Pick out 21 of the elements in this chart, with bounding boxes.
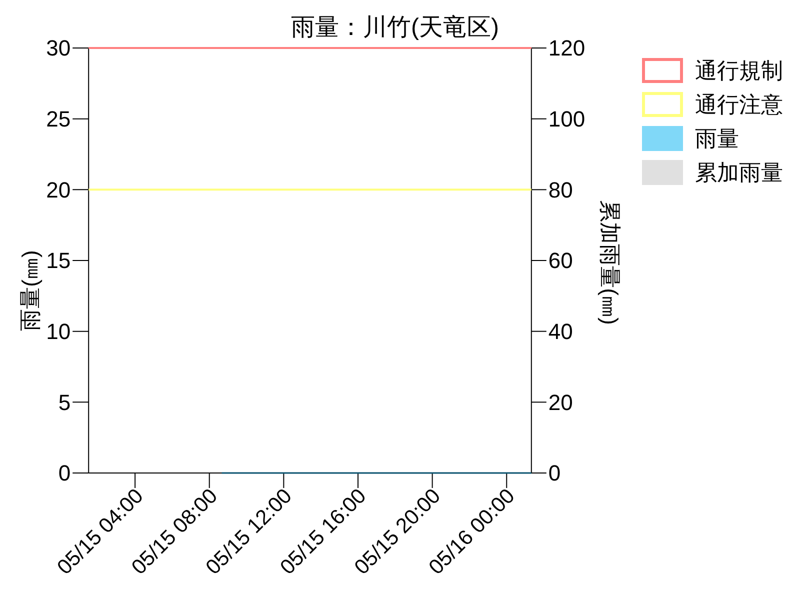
- y-tick-label: 15: [46, 248, 71, 274]
- y2-tick-label: 20: [548, 390, 573, 415]
- y2-tick-label: 0: [548, 460, 561, 486]
- legend-label: 雨量: [695, 126, 739, 152]
- y-tick-label: 0: [58, 460, 71, 486]
- legend-label: 通行注意: [695, 92, 783, 118]
- y2-tick-label: 120: [548, 36, 586, 61]
- y-axis-title: 雨量(㎜): [18, 250, 43, 331]
- y-tick-label: 10: [46, 319, 71, 344]
- y2-axis-title: 累加雨量(㎜): [597, 200, 622, 325]
- legend-label: 通行規制: [695, 58, 783, 84]
- y-tick-label: 30: [46, 36, 71, 61]
- y2-tick-label: 100: [548, 106, 586, 132]
- y-tick-label: 5: [58, 390, 71, 415]
- y-tick-label: 25: [46, 106, 71, 132]
- y2-tick-label: 40: [548, 319, 573, 344]
- title: 雨量：川竹(天竜区): [291, 14, 499, 41]
- y2-tick-label: 60: [548, 248, 573, 274]
- y-tick-label: 20: [46, 177, 71, 202]
- y2-tick-label: 80: [548, 177, 573, 202]
- legend-label: 累加雨量: [695, 160, 783, 186]
